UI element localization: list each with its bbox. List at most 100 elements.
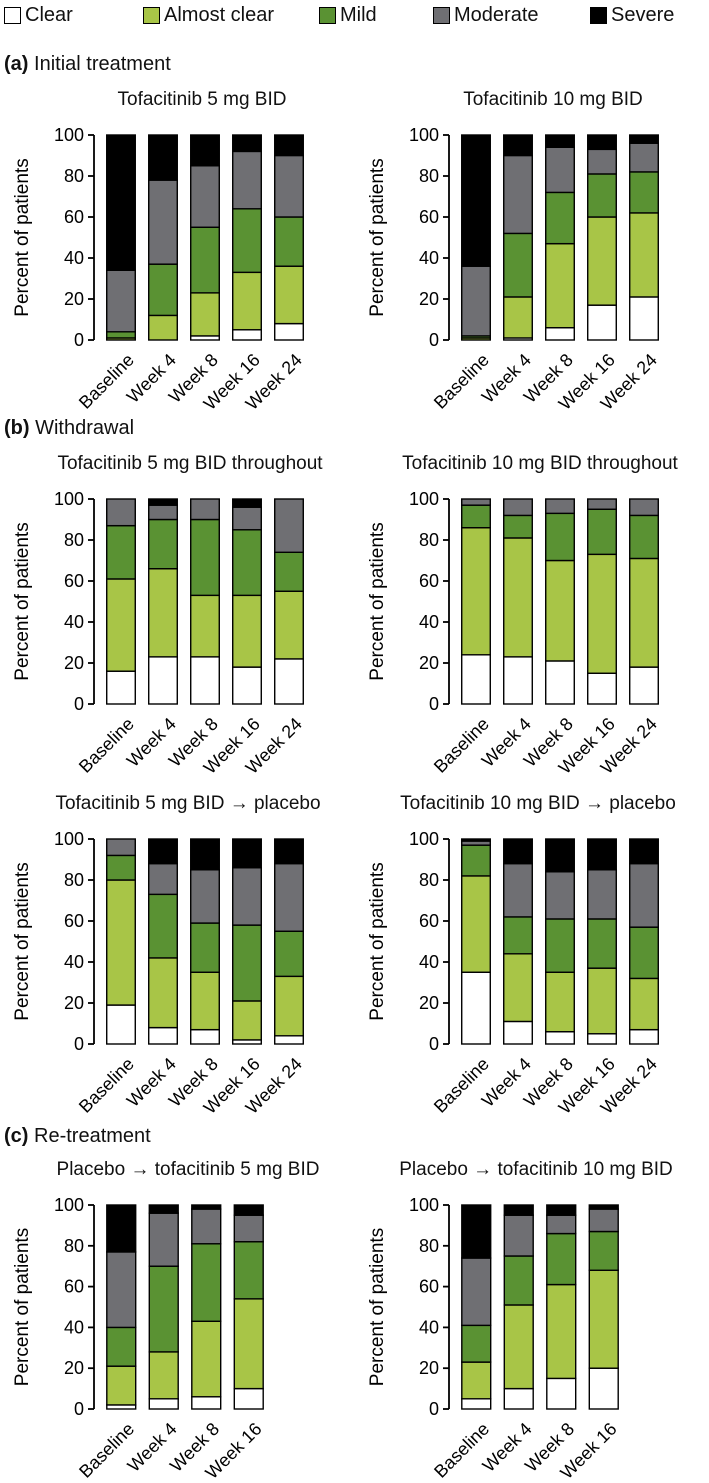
bar-segment-almost-clear-week-8	[546, 1283, 577, 1380]
legend-swatch-mild	[319, 6, 336, 24]
bar-segment-moderate-week-8	[190, 869, 220, 924]
y-tick-label: 40	[419, 952, 439, 972]
y-tick-label: 40	[64, 248, 84, 268]
bar-segment-almost-clear-week-8	[190, 971, 220, 1031]
x-tick-label: Baseline	[75, 1419, 138, 1482]
chart-title-c-10mg: Placebo → tofacitinib 10 mg BID	[399, 1159, 673, 1180]
bar-segment-almost-clear-week-4	[503, 953, 533, 1023]
bar-segment-clear-week-24	[629, 1028, 659, 1045]
bar-segment-mild-week-24	[274, 216, 304, 267]
bar-segment-mild-week-24	[629, 926, 659, 980]
bar-segment-severe-week-8	[545, 838, 575, 873]
y-axis-label: Percent of patients	[12, 862, 33, 1020]
legend-label-almost-clear: Almost clear	[164, 3, 275, 26]
bar-segment-mild-week-16	[233, 1241, 264, 1300]
bar-segment-severe-week-4	[503, 838, 533, 865]
bar-segment-mild-week-4	[148, 263, 178, 317]
section-letter-b: (b)	[4, 417, 30, 439]
bar-segment-mild-week-4	[503, 1255, 534, 1306]
y-tick-label: 20	[64, 1358, 84, 1378]
y-tick-label: 20	[64, 289, 84, 309]
bar-segment-almost-clear-week-24	[629, 557, 659, 668]
bar-segment-moderate-week-4	[148, 179, 178, 265]
bar-segment-moderate-week-4	[503, 498, 533, 517]
y-tick-label: 100	[54, 1195, 84, 1215]
bar-segment-almost-clear-week-24	[629, 212, 659, 298]
bar-segment-clear-week-8	[545, 1030, 575, 1045]
bar-segment-severe-week-8	[191, 1204, 222, 1210]
bar-segment-moderate-baseline	[106, 838, 136, 857]
bar-segment-mild-week-8	[190, 518, 220, 597]
y-tick-label: 20	[419, 993, 439, 1013]
bar-segment-almost-clear-week-24	[274, 590, 304, 660]
y-tick-label: 40	[64, 612, 84, 632]
y-axis-label: Percent of patients	[12, 1228, 33, 1386]
y-tick-label: 40	[419, 612, 439, 632]
bar-segment-mild-week-16	[587, 173, 617, 218]
bar-segment-mild-week-4	[503, 514, 533, 539]
bar-segment-mild-week-8	[546, 1232, 577, 1286]
bar-segment-severe-week-8	[546, 1204, 577, 1216]
x-tick-label: Baseline	[430, 1054, 493, 1117]
bar-segment-clear-week-8	[545, 326, 575, 341]
bar-segment-clear-week-16	[233, 1387, 264, 1410]
bar-segment-clear-week-4	[148, 1026, 178, 1045]
bar-segment-severe-week-24	[274, 134, 304, 157]
bar-segment-almost-clear-week-8	[545, 971, 575, 1033]
bar-segment-severe-week-4	[148, 838, 178, 865]
bar-segment-severe-week-16	[587, 134, 617, 151]
bar-segment-severe-baseline	[106, 134, 136, 272]
bar-segment-almost-clear-baseline	[461, 875, 491, 973]
bar-segment-almost-clear-week-4	[503, 537, 533, 658]
bar-segment-moderate-week-16	[587, 869, 617, 920]
legend-item-almost-clear: Almost clear	[143, 2, 274, 28]
bar-segment-moderate-baseline	[461, 1257, 492, 1327]
bar-segment-mild-week-4	[148, 893, 178, 959]
legend-label-clear: Clear	[25, 3, 73, 26]
bar-segment-clear-week-4	[503, 1020, 533, 1045]
y-tick-label: 0	[429, 330, 439, 350]
bar-segment-mild-baseline	[106, 524, 136, 580]
bar-segment-severe-week-16	[233, 1204, 264, 1216]
bar-segment-severe-week-8	[545, 134, 575, 149]
bar-segment-moderate-week-4	[148, 1212, 179, 1267]
y-tick-label: 80	[419, 166, 439, 186]
bar-segment-almost-clear-week-4	[503, 1304, 534, 1390]
y-tick-label: 100	[54, 125, 84, 145]
bar-segment-clear-baseline	[461, 1398, 492, 1410]
x-tick-label: Baseline	[430, 1419, 493, 1482]
bar-segment-clear-week-16	[232, 329, 262, 341]
bar-segment-mild-week-24	[274, 930, 304, 978]
bar-segment-clear-week-8	[546, 1377, 577, 1410]
bar-segment-severe-week-16	[232, 498, 262, 508]
bar-segment-almost-clear-week-16	[588, 1269, 619, 1369]
y-tick-label: 0	[429, 1399, 439, 1419]
bar-segment-severe-week-8	[190, 838, 220, 871]
bar-segment-moderate-week-16	[587, 148, 617, 175]
bar-segment-severe-week-4	[148, 134, 178, 181]
bar-segment-severe-week-24	[629, 838, 659, 865]
legend-swatch-moderate	[433, 6, 450, 24]
y-tick-label: 40	[419, 248, 439, 268]
bar-segment-almost-clear-baseline	[106, 578, 136, 672]
bar-segment-severe-week-24	[274, 838, 304, 865]
y-tick-label: 60	[419, 911, 439, 931]
bar-segment-severe-week-16	[587, 838, 617, 871]
bar-segment-moderate-baseline	[461, 498, 491, 506]
bar-segment-moderate-week-8	[190, 498, 220, 521]
bar-segment-almost-clear-week-8	[191, 1320, 222, 1398]
x-tick-label: Baseline	[75, 714, 138, 777]
bar-segment-almost-clear-week-16	[233, 1298, 264, 1390]
bar-segment-mild-baseline	[106, 1326, 137, 1367]
x-tick-label: Baseline	[430, 714, 493, 777]
y-tick-label: 20	[419, 289, 439, 309]
y-tick-label: 0	[74, 1034, 84, 1054]
y-tick-label: 60	[64, 911, 84, 931]
bar-segment-clear-week-4	[148, 656, 178, 705]
bar-segment-moderate-week-24	[274, 154, 304, 218]
bar-segment-almost-clear-week-4	[148, 314, 178, 341]
bar-segment-clear-baseline	[461, 654, 491, 705]
bar-segment-clear-baseline	[106, 1004, 136, 1045]
y-axis-label: Percent of patients	[367, 158, 388, 316]
bar-segment-severe-week-4	[503, 134, 533, 157]
